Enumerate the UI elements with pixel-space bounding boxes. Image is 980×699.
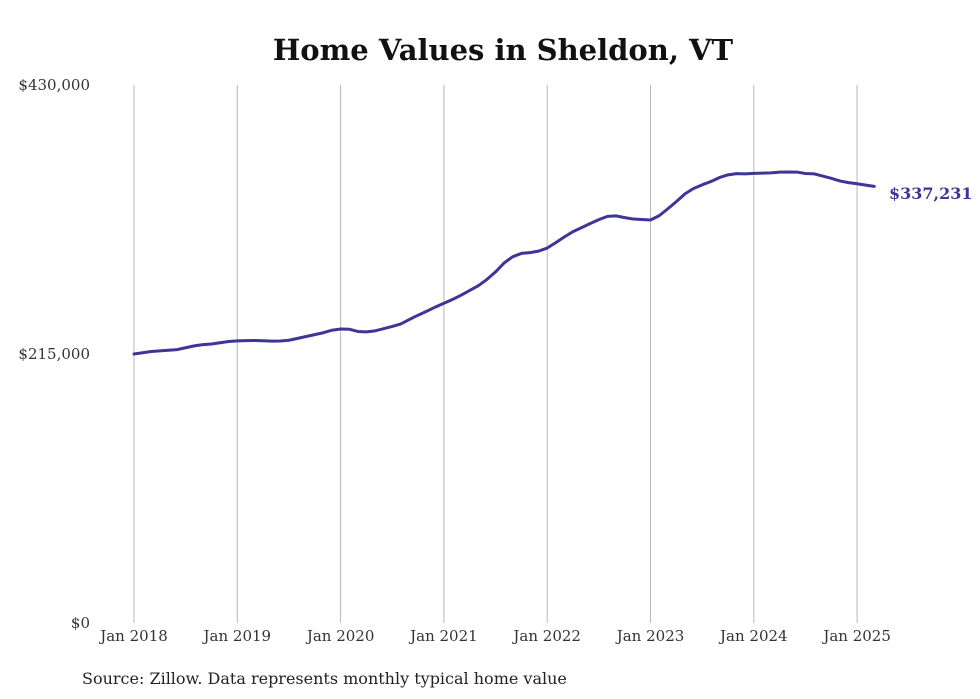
x-tick-label: Jan 2024 [718,627,788,645]
x-tick-label: Jan 2021 [408,627,478,645]
x-tick-label: Jan 2022 [511,627,581,645]
series-layer [132,170,876,356]
y-tick-label: $430,000 [18,76,90,94]
source-note: Source: Zillow. Data represents monthly … [82,669,567,688]
x-tick-label: Jan 2020 [305,627,375,645]
chart-title: Home Values in Sheldon, VT [273,33,734,67]
x-tick-label: Jan 2019 [202,627,272,645]
series-line-0 [132,170,876,356]
x-axis-tick-labels: Jan 2018 Jan 2019 Jan 2020 Jan 2021 Jan 2022… [98,627,891,645]
x-tick-label: Jan 2025 [821,627,891,645]
last-value-label: $337,231 [889,184,973,203]
y-axis-tick-labels: $0 $215,000 $430,000 [18,76,90,632]
x-tick-label: Jan 2018 [98,627,168,645]
y-tick-label: $0 [71,614,90,632]
x-tick-label: Jan 2023 [615,627,685,645]
gridlines [133,85,858,623]
y-tick-label: $215,000 [18,345,90,363]
